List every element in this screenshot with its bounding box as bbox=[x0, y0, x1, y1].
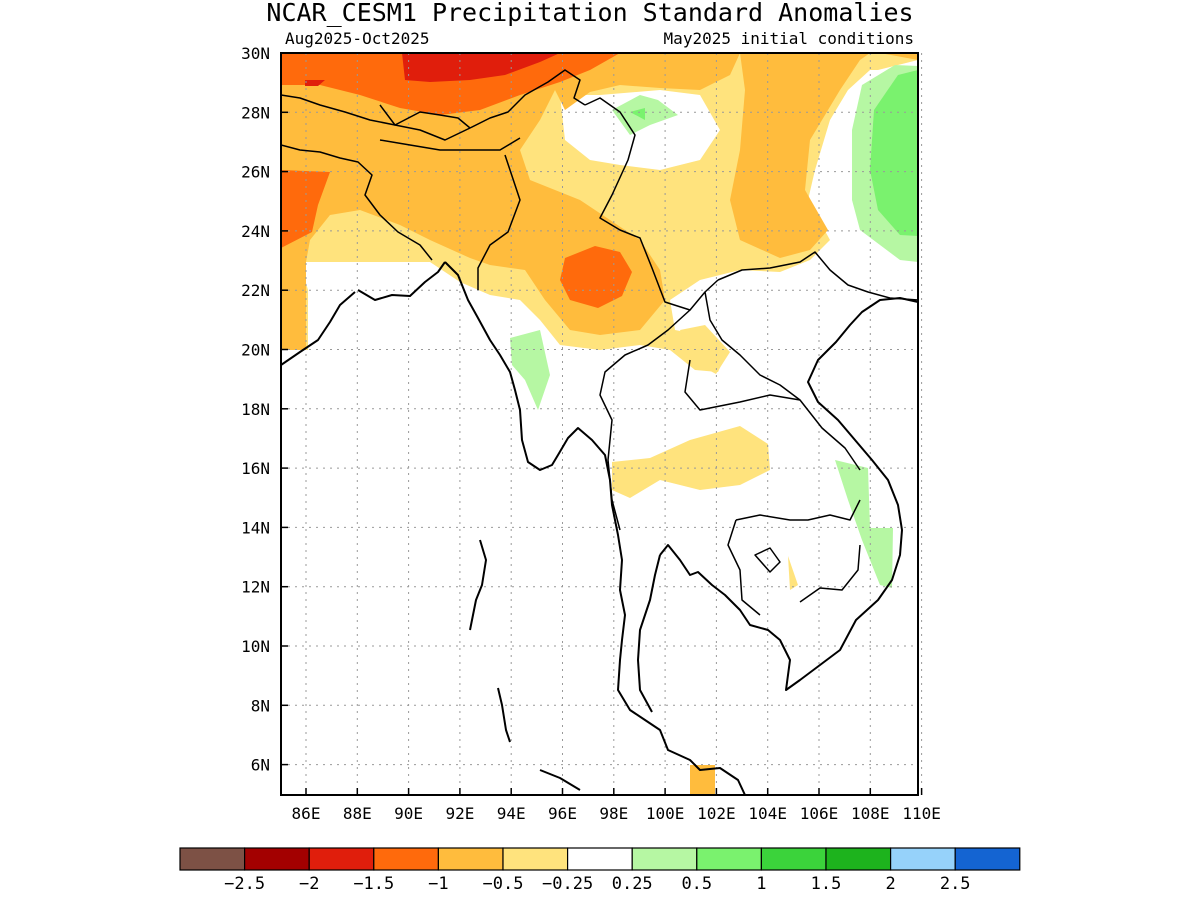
lon-tick-label: 94E bbox=[497, 804, 526, 823]
lon-tick-label: 104E bbox=[748, 804, 787, 823]
lat-tick-label: 8N bbox=[251, 696, 270, 715]
colorbar-swatch bbox=[502, 847, 569, 871]
lon-tick-label: 96E bbox=[548, 804, 577, 823]
lat-tick-label: 16N bbox=[241, 459, 270, 478]
orange-patch-south bbox=[690, 765, 715, 795]
colorbar-label: −0.25 bbox=[542, 874, 593, 894]
colorbar-swatch bbox=[631, 847, 698, 871]
lon-tick-label: 106E bbox=[800, 804, 839, 823]
colorbar-label: 2 bbox=[885, 874, 895, 894]
map-frame bbox=[280, 52, 919, 796]
colorbar-swatch bbox=[954, 847, 1021, 871]
period-label: Aug2025-Oct2025 bbox=[285, 29, 430, 48]
colorbar-label: 0.25 bbox=[612, 874, 653, 894]
lon-tick-label: 110E bbox=[902, 804, 941, 823]
lat-tick-label: 14N bbox=[241, 518, 270, 537]
colorbar-swatch bbox=[566, 847, 633, 871]
lon-tick-label: 102E bbox=[697, 804, 736, 823]
red-region bbox=[402, 53, 560, 82]
lat-tick-label: 30N bbox=[241, 44, 270, 63]
colorbar-swatch bbox=[179, 847, 246, 871]
latitude-axis: 30N 28N 26N 24N 22N 20N 18N 16N 14N 12N 10N 8N 6N bbox=[241, 44, 288, 775]
lat-tick-label: 12N bbox=[241, 578, 270, 597]
colorbar-labels: −2.5 −2 −1.5 −1 −0.5 −0.25 0.25 0.5 1 1.5 2 2.5 bbox=[224, 874, 970, 894]
colorbar-label: −1.5 bbox=[353, 874, 394, 894]
anomaly-shading bbox=[281, 53, 918, 795]
colorbar-swatch bbox=[696, 847, 762, 871]
lat-tick-label: 10N bbox=[241, 637, 270, 656]
dark-orange-north bbox=[281, 53, 620, 115]
lat-tick-label: 26N bbox=[241, 163, 270, 182]
figure-title: NCAR_CESM1 Precipitation Standard Anomal… bbox=[266, 0, 913, 27]
medium-orange-region bbox=[281, 53, 918, 350]
lon-tick-label: 98E bbox=[599, 804, 628, 823]
country-borders bbox=[281, 69, 918, 616]
yellow-patch-cambodia bbox=[788, 556, 798, 590]
colorbar-label: 1.5 bbox=[811, 874, 842, 894]
colorbar-label: 2.5 bbox=[940, 874, 971, 894]
green-east-core bbox=[870, 70, 918, 236]
yellow-patch-laos bbox=[680, 325, 730, 374]
colorbar-label: −2.5 bbox=[224, 874, 265, 894]
lat-tick-label: 18N bbox=[241, 400, 270, 419]
init-label: May2025 initial conditions bbox=[664, 29, 914, 48]
longitude-axis: 86E 88E 90E 92E 94E 96E 98E 100E 102E 104E 106E 108… bbox=[292, 788, 941, 823]
lat-tick-label: 22N bbox=[241, 281, 270, 300]
colorbar-label: 1 bbox=[756, 874, 766, 894]
red-region-small bbox=[305, 80, 325, 86]
light-green-vietnam bbox=[835, 460, 893, 588]
colorbar-label: −2 bbox=[299, 874, 319, 894]
lon-tick-label: 100E bbox=[646, 804, 685, 823]
colorbar-label: −0.5 bbox=[483, 874, 524, 894]
lon-tick-label: 88E bbox=[343, 804, 372, 823]
colorbar-label: 0.5 bbox=[681, 874, 712, 894]
yellow-patch-thailand bbox=[612, 426, 770, 498]
gridlines bbox=[281, 52, 923, 795]
lon-tick-label: 86E bbox=[292, 804, 321, 823]
colorbar-swatch bbox=[437, 847, 504, 871]
lon-tick-label: 90E bbox=[394, 804, 423, 823]
colorbar-swatch bbox=[889, 847, 956, 871]
colorbar-swatch bbox=[825, 847, 892, 871]
coastlines bbox=[281, 261, 918, 795]
lat-tick-label: 28N bbox=[241, 103, 270, 122]
colorbar-swatch bbox=[760, 847, 827, 871]
lat-tick-label: 24N bbox=[241, 222, 270, 241]
colorbar-swatch bbox=[373, 847, 439, 871]
medium-orange-north bbox=[555, 53, 740, 110]
colorbar-label: −1 bbox=[428, 874, 448, 894]
lon-tick-label: 108E bbox=[851, 804, 890, 823]
colorbar-swatch bbox=[308, 847, 375, 871]
colorbar bbox=[179, 847, 1021, 871]
green-north-core bbox=[630, 108, 645, 120]
lat-tick-label: 20N bbox=[241, 341, 270, 360]
lat-tick-label: 6N bbox=[251, 756, 270, 775]
colorbar-swatch bbox=[244, 847, 310, 871]
lon-tick-label: 92E bbox=[445, 804, 474, 823]
